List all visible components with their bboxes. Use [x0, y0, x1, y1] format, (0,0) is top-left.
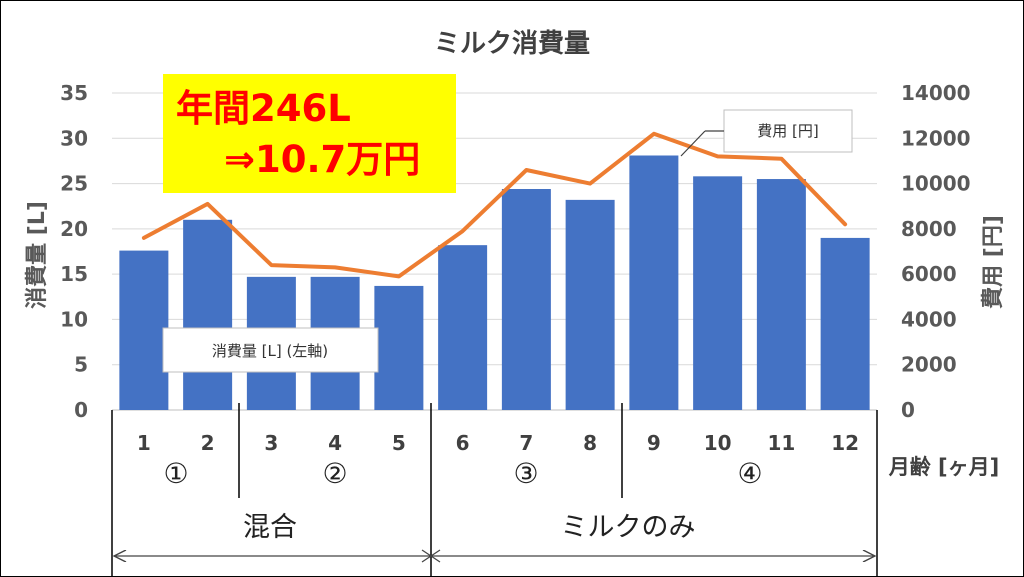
bar	[374, 285, 424, 410]
phase-3-label: ③	[513, 457, 538, 490]
group-arrow-mid3	[430, 549, 441, 557]
x-tick-label: 11	[767, 431, 795, 455]
group-arrow-mid2	[421, 555, 432, 563]
y-tick-label: 25	[60, 172, 88, 196]
bar	[820, 237, 870, 410]
legend-cost-label: 費用 [円]	[757, 122, 818, 140]
x-tick-label: 5	[392, 431, 406, 455]
bar	[629, 155, 679, 410]
x-tick-label: 6	[456, 431, 470, 455]
y-tick-label: 5	[74, 353, 88, 377]
x-tick-label: 7	[519, 431, 533, 455]
x-tick-label: 2	[201, 431, 215, 455]
x-axis-label: 月齢 [ヶ月]	[888, 455, 1000, 479]
bar	[756, 179, 806, 410]
legend-consumption-label: 消費量 [L] (左軸)	[212, 342, 328, 360]
y2-axis-ticks: 0 2000 4000 6000 8000 10000 12000 14000	[901, 81, 971, 422]
x-tick-label: 4	[328, 431, 342, 455]
group-arrow-mid	[421, 549, 432, 557]
y2-tick-label: 14000	[901, 81, 971, 105]
y-tick-label: 0	[74, 398, 88, 422]
y-tick-label: 35	[60, 81, 88, 105]
legend-consumption-box	[162, 327, 379, 373]
annotation-line2: ⇒10.7万円	[224, 138, 420, 181]
bar	[501, 189, 551, 410]
y-axis-label: 消費量 [L]	[25, 201, 50, 309]
cost-line	[141, 131, 848, 279]
y-tick-label: 15	[60, 262, 88, 286]
legend-cost: 費用 [円]	[680, 109, 853, 157]
x-tick-label: 10	[704, 431, 732, 455]
annual-total-annotation: 年間246L ⇒10.7万円	[163, 74, 456, 193]
chart-title: ミルク消費量	[434, 29, 590, 59]
bar	[183, 219, 233, 410]
legend-cost-leader-diag	[680, 130, 706, 157]
y-tick-label: 10	[60, 307, 88, 331]
x-tick-label: 3	[264, 431, 278, 455]
y2-tick-label: 0	[901, 398, 915, 422]
x-axis-ticks: 1 2 3 4 5 6 7 8 9 10 11 12	[137, 431, 859, 455]
y2-tick-label: 2000	[901, 353, 957, 377]
group-arrow-mid4	[430, 555, 441, 563]
phase-1-label: ①	[163, 457, 188, 490]
phase-4-label: ④	[737, 457, 762, 490]
phase-dividers	[111, 403, 878, 577]
y2-tick-label: 8000	[901, 217, 957, 241]
x-tick-label: 1	[137, 431, 151, 455]
annotation-line1: 年間246L	[176, 87, 351, 130]
line-series	[141, 131, 848, 279]
phase-2-label: ②	[322, 457, 347, 490]
y-tick-label: 20	[60, 217, 88, 241]
x-tick-label: 8	[583, 431, 597, 455]
annotation-box	[163, 74, 456, 193]
bar-series	[119, 155, 870, 410]
y-axis-ticks: 0 5 10 15 20 25 30 35	[60, 81, 88, 422]
legend-consumption: 消費量 [L] (左軸)	[162, 327, 379, 373]
y2-tick-label: 4000	[901, 307, 957, 331]
x-tick-label: 9	[647, 431, 661, 455]
legend-cost-box	[723, 109, 853, 153]
y2-axis-label: 費用 [円]	[981, 215, 1006, 309]
y2-tick-label: 12000	[901, 126, 971, 150]
y-tick-label: 30	[60, 126, 88, 150]
bar	[438, 245, 488, 410]
bar	[119, 250, 169, 410]
x-tick-label: 12	[831, 431, 859, 455]
y2-tick-label: 10000	[901, 172, 971, 196]
group-mixed-label: 混合	[243, 512, 297, 543]
group-milk-only-label: ミルクのみ	[561, 512, 696, 543]
y2-tick-label: 6000	[901, 262, 957, 286]
bar	[565, 199, 615, 410]
bar	[693, 176, 743, 410]
